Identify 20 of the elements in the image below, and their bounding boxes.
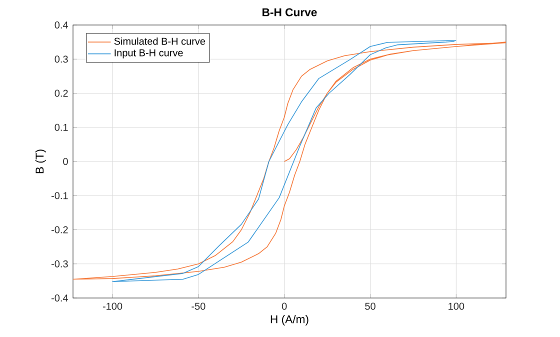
x-tick-label: -100 <box>102 302 122 310</box>
legend-label: Simulated B-H curve <box>114 37 206 45</box>
x-axis-title: H (A/m) <box>270 314 308 326</box>
y-axis-title: B (T) <box>35 150 46 174</box>
chart-title: B-H Curve <box>262 8 317 16</box>
y-tick-label: -0.1 <box>52 192 68 200</box>
y-tick-label: -0.3 <box>52 260 68 268</box>
y-tick-label: 0.4 <box>54 21 68 29</box>
x-tick-label: 50 <box>365 302 376 310</box>
x-tick-label: -50 <box>192 302 206 310</box>
legend-label: Input B-H curve <box>114 49 183 58</box>
y-tick-label: 0.1 <box>54 124 68 131</box>
y-tick-label: 0.3 <box>54 56 68 63</box>
y-tick-label: -0.4 <box>52 294 68 302</box>
x-tick-label: 0 <box>282 302 287 310</box>
line-series <box>112 40 457 282</box>
y-tick-label: -0.2 <box>52 226 68 234</box>
x-tick-label: 100 <box>448 302 464 310</box>
y-tick-label: 0.2 <box>54 90 68 97</box>
y-tick-label: 0 <box>63 158 68 166</box>
